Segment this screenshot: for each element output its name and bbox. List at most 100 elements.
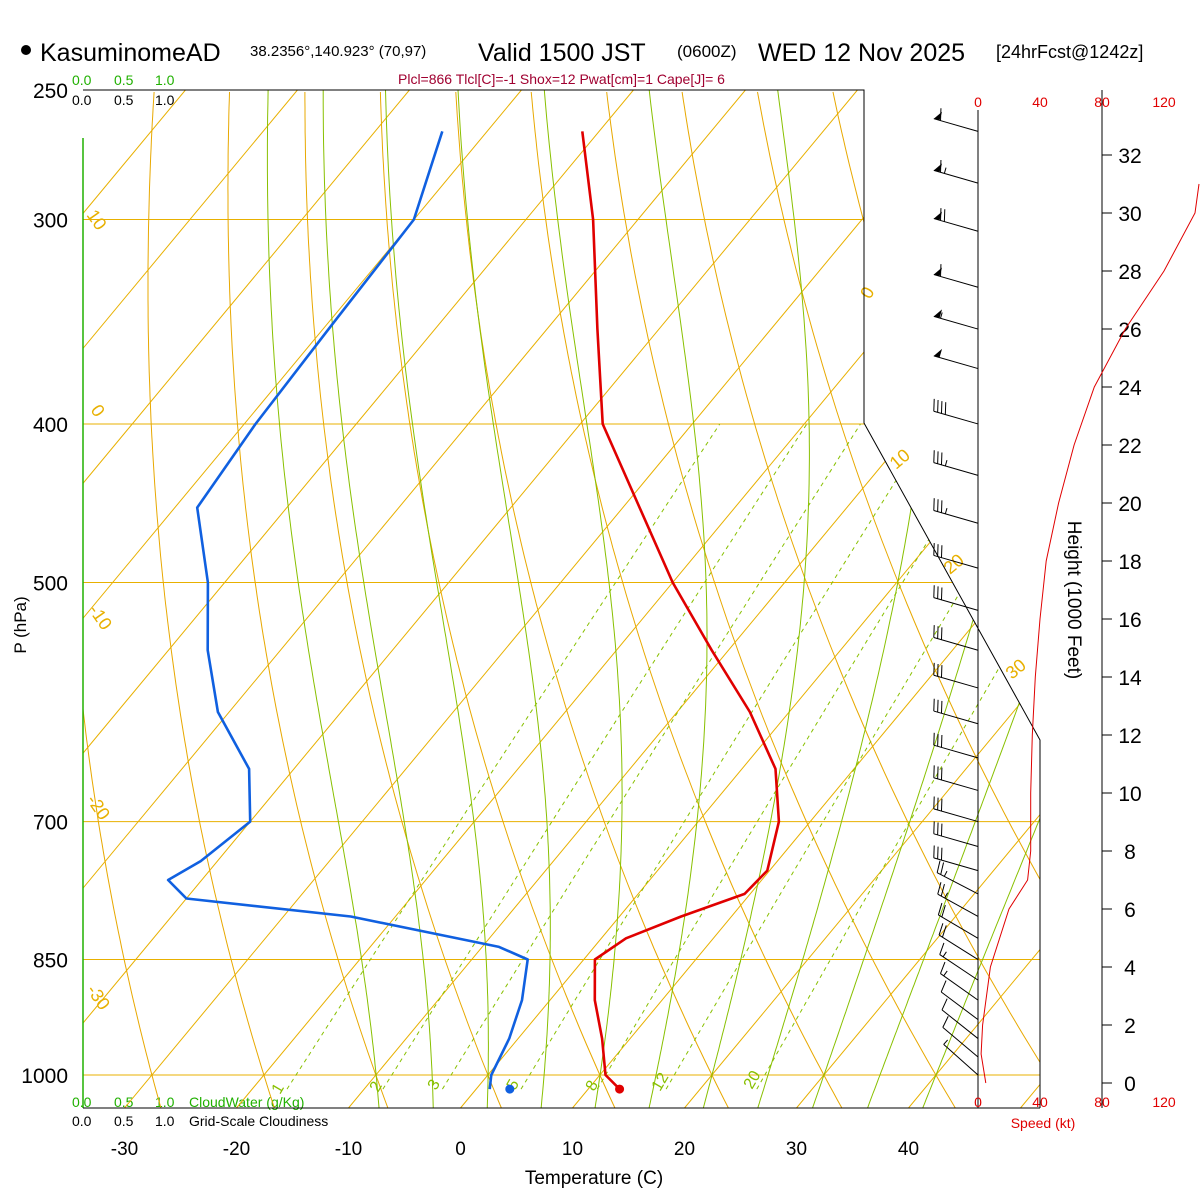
cloudiness-label: Grid-Scale Cloudiness bbox=[189, 1113, 328, 1129]
wind-speed-tick-top: 40 bbox=[1032, 94, 1048, 110]
temperature-tick-label: -10 bbox=[335, 1139, 362, 1160]
wind-barb bbox=[933, 732, 979, 759]
temperature-tick-label: -30 bbox=[111, 1139, 138, 1160]
x-axis-title: Temperature (C) bbox=[525, 1168, 663, 1189]
wind-barb bbox=[940, 980, 979, 1021]
isotherm-label: 10 bbox=[83, 206, 111, 234]
height-tick-label: 32 bbox=[1118, 145, 1141, 168]
cloud-scale-top2-1: 0.5 bbox=[114, 92, 134, 108]
pressure-tick-label: 850 bbox=[33, 950, 68, 973]
height-tick-label: 22 bbox=[1118, 435, 1141, 458]
isotherm-line bbox=[908, 90, 1040, 1108]
temperature-tick-label: -20 bbox=[223, 1139, 250, 1160]
forecast-info: [24hrFcst@1242z] bbox=[996, 42, 1143, 62]
mixing-ratio-line bbox=[756, 423, 1040, 1090]
dry-adiabat-line bbox=[530, 91, 843, 1108]
wind-barb bbox=[933, 585, 979, 611]
dry-adiabat-line bbox=[1135, 92, 1200, 1108]
wind-speed-axis-title: Speed (kt) bbox=[1011, 1115, 1076, 1131]
moist-adiabat-line bbox=[866, 90, 1040, 1108]
mixing-ratio-line bbox=[665, 423, 1040, 1090]
mixing-ratio-line bbox=[441, 423, 861, 1090]
isotherm-label: -30 bbox=[83, 981, 114, 1014]
cloud-scale-bottom: 0.0 0.5 1.0 CloudWater (g/Kg) 0.0 0.5 1.… bbox=[72, 1094, 328, 1129]
mixing-ratio-label: 20 bbox=[741, 1068, 765, 1092]
isotherm-line bbox=[83, 90, 298, 1108]
cloud-scale-bottom-1: 0.5 bbox=[114, 1094, 134, 1110]
isotherm-label: -20 bbox=[83, 791, 114, 824]
cloud-scale-top2-0: 0.0 bbox=[72, 92, 92, 108]
temperature-tick-label: 0 bbox=[455, 1139, 466, 1160]
height-tick-label: 8 bbox=[1124, 841, 1136, 864]
dry-adiabat-line bbox=[379, 91, 616, 1108]
grid-layer: 1 2 3 5 8 12 20100-10-20-300102030250300400500… bbox=[21, 80, 1200, 1160]
pressure-tick-label: 250 bbox=[33, 80, 68, 103]
wind-barb bbox=[942, 1016, 979, 1058]
height-tick-label: 0 bbox=[1124, 1073, 1136, 1096]
dry-adiabat-line bbox=[757, 91, 1040, 1108]
wind-speed-profile bbox=[980, 183, 1200, 1084]
isotherm-line bbox=[460, 90, 1040, 1108]
wind-barb bbox=[933, 662, 979, 689]
mixing-ratio-line bbox=[596, 423, 1001, 1090]
moist-adiabat-line bbox=[921, 90, 1040, 1108]
cloud-scale-top: 0.0 0.5 1.0 0.0 0.5 1.0 bbox=[72, 72, 175, 108]
wind-barb bbox=[933, 450, 979, 476]
wind-barb bbox=[933, 108, 979, 132]
wind-speed-tick-bottom: 80 bbox=[1094, 1094, 1110, 1110]
pressure-tick-label: 1000 bbox=[21, 1065, 68, 1088]
station-coords: 38.2356°,140.923° (70,97) bbox=[250, 43, 426, 60]
wind-barb bbox=[939, 942, 979, 981]
clipped-grid bbox=[83, 90, 1200, 1108]
mixing-ratio-label: 12 bbox=[649, 1070, 673, 1094]
dry-adiabat-line bbox=[606, 91, 956, 1108]
isotherm-line bbox=[684, 90, 1040, 1108]
moist-adiabat-line bbox=[266, 90, 380, 1108]
dry-adiabat-line bbox=[455, 91, 729, 1108]
height-tick-label: 30 bbox=[1118, 203, 1141, 226]
cloud-scale-bottom2-2: 1.0 bbox=[155, 1113, 175, 1129]
height-tick-label: 20 bbox=[1118, 493, 1141, 516]
sounding-indices: Plcl=866 Tlcl[C]=-1 Shox=12 Pwat[cm]=1 C… bbox=[398, 71, 725, 87]
mixing-ratio-line bbox=[286, 423, 721, 1090]
height-tick-label: 18 bbox=[1118, 551, 1141, 574]
height-tick-label: 14 bbox=[1118, 667, 1142, 690]
wind-speed-tick-bottom: 0 bbox=[974, 1094, 982, 1110]
dry-adiabat-line bbox=[83, 91, 162, 1108]
isotherm-line bbox=[83, 90, 522, 1108]
temperature-tick-label: 30 bbox=[786, 1139, 807, 1160]
station-name: KasuminomeAD bbox=[40, 39, 221, 67]
temperature-line bbox=[581, 131, 781, 1091]
dry-adiabat-line bbox=[832, 91, 1040, 1108]
pressure-tick-label: 400 bbox=[33, 414, 68, 437]
temperature-tick-label: 20 bbox=[674, 1139, 695, 1160]
isotherm-label: -10 bbox=[85, 601, 116, 634]
isotherm-line bbox=[1020, 90, 1040, 1108]
isotherm-line bbox=[83, 90, 858, 1108]
height-tick-label: 6 bbox=[1124, 899, 1136, 922]
moist-adiabat-line bbox=[702, 90, 810, 1108]
plot-layer bbox=[166, 131, 781, 1094]
cloud-scale-top-1: 0.5 bbox=[114, 72, 134, 88]
pressure-tick-label: 700 bbox=[33, 812, 68, 835]
isotherm-line bbox=[83, 90, 634, 1108]
y-axis-title: P (hPa) bbox=[11, 596, 30, 653]
wind-barb bbox=[933, 498, 979, 524]
surface-dewpoint-marker bbox=[505, 1084, 515, 1094]
zulu-time: (0600Z) bbox=[677, 42, 737, 61]
wind-barb bbox=[933, 398, 979, 425]
wind-barb bbox=[933, 159, 979, 184]
surface-temperature-marker bbox=[615, 1084, 625, 1094]
isotherm-line bbox=[796, 90, 1040, 1108]
height-tick-label: 16 bbox=[1118, 609, 1141, 632]
wind-speed-tick-top: 120 bbox=[1152, 94, 1176, 110]
mixing-ratio-line bbox=[520, 423, 932, 1090]
plot-boundary bbox=[83, 89, 1041, 1108]
dry-adiabat-line bbox=[681, 91, 1040, 1108]
cloud-scale-bottom2-0: 0.0 bbox=[72, 1113, 92, 1129]
wind-barb bbox=[933, 543, 979, 569]
wind-barb bbox=[933, 264, 979, 288]
wind-barb bbox=[933, 796, 979, 823]
valid-date: WED 12 Nov 2025 bbox=[758, 39, 965, 67]
